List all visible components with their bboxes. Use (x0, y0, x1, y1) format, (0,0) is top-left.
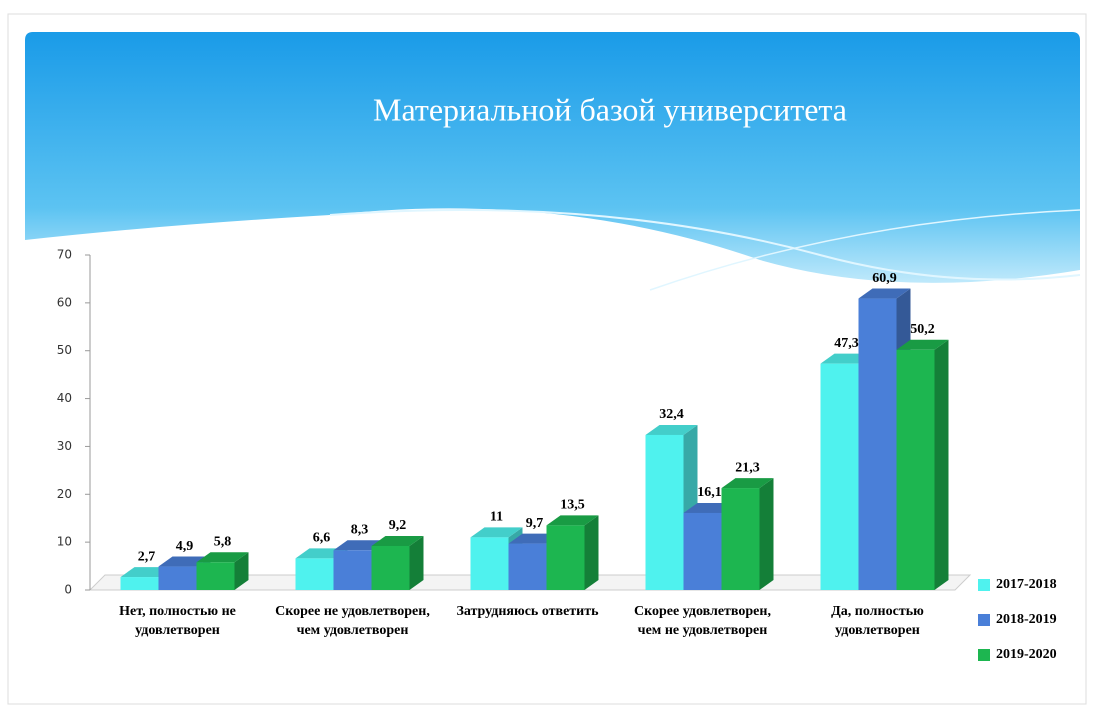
value-label: 4,9 (176, 539, 194, 554)
bar-front (683, 512, 722, 590)
bar (721, 478, 774, 590)
bar-top (371, 535, 424, 546)
bar-front (470, 537, 509, 590)
legend-swatch (978, 579, 990, 591)
value-label: 6,6 (313, 531, 331, 546)
value-label: 32,4 (659, 407, 684, 422)
bar-front (508, 543, 547, 590)
bar-top (896, 339, 949, 350)
bar-front (333, 550, 372, 590)
value-label: 5,8 (214, 534, 232, 549)
x-tick-label: Да, полностью удовлетворен (831, 604, 924, 638)
bar-front (120, 577, 159, 590)
bar-top (546, 515, 599, 526)
chart-title: Материальной базой университета (373, 91, 847, 127)
y-tick-label: 10 (57, 535, 72, 549)
y-tick-label: 60 (57, 295, 72, 309)
y-tick-label: 30 (57, 439, 72, 453)
value-label: 9,2 (389, 518, 407, 533)
bar-front (645, 434, 684, 590)
bar-top (645, 424, 698, 435)
value-label: 13,5 (560, 498, 585, 513)
legend-label: 2019-2020 (996, 647, 1057, 662)
legend-label: 2018-2019 (996, 612, 1057, 627)
x-tick-label: Скорее удовлетворен, чем не удовлетворен (634, 604, 771, 638)
x-tick-label: Нет, полностью не удовлетворен (119, 604, 236, 638)
value-label: 47,3 (834, 336, 859, 351)
legend-swatch (978, 614, 990, 626)
legend-swatch (978, 649, 990, 661)
bar-front (295, 558, 334, 590)
y-tick-label: 0 (64, 583, 72, 597)
value-label: 11 (490, 510, 503, 525)
bar-front (196, 562, 235, 590)
bar-front (896, 349, 935, 590)
bar-front (820, 363, 859, 590)
value-label: 50,2 (910, 322, 935, 337)
bar-side (759, 478, 774, 590)
bar (371, 535, 424, 590)
bar (546, 515, 599, 590)
header-wave (25, 32, 1080, 283)
bar-top (196, 552, 249, 563)
y-tick-label: 50 (57, 343, 72, 357)
bar-side (584, 515, 599, 590)
x-tick-label: Скорее не удовлетворен, чем удовлетворен (275, 604, 430, 638)
bar-top (721, 478, 774, 489)
bar-front (858, 298, 897, 590)
y-tick-label: 20 (57, 487, 72, 501)
value-label: 2,7 (138, 549, 156, 564)
bar-side (409, 535, 424, 590)
bar (896, 339, 949, 590)
y-tick-label: 40 (57, 391, 72, 405)
legend-label: 2017-2018 (996, 577, 1057, 592)
bar-top (470, 527, 523, 538)
bar-top (858, 288, 911, 299)
bar-front (158, 566, 197, 590)
value-label: 8,3 (351, 522, 369, 537)
bar-front (546, 525, 585, 590)
x-tick-label: Затрудняюсь ответить (456, 604, 599, 619)
bar-side (234, 552, 249, 590)
value-label: 9,7 (526, 516, 544, 531)
y-tick-label: 70 (57, 248, 72, 262)
wave-line (649, 209, 1081, 291)
value-label: 21,3 (735, 460, 760, 475)
value-label: 16,1 (697, 485, 722, 500)
value-label: 60,9 (872, 271, 897, 286)
wave-line (329, 209, 1081, 281)
bar (196, 552, 249, 590)
bar-side (934, 339, 949, 590)
bar-front (721, 488, 760, 590)
bar-front (371, 545, 410, 590)
